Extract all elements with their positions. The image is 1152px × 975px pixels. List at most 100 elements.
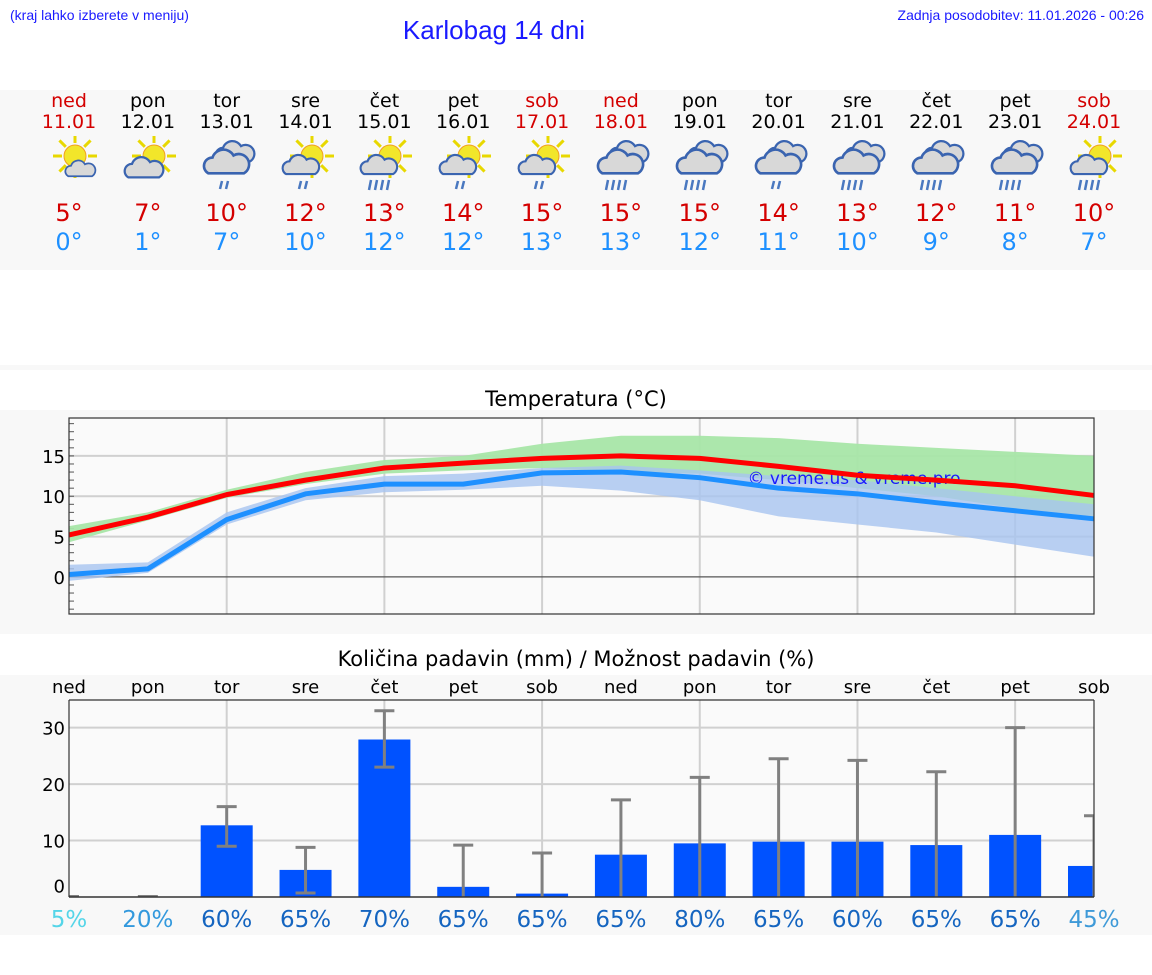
day-forecast: čet 15.01 13° 12° <box>344 90 424 270</box>
y-tick-label: 5 <box>54 528 65 549</box>
max-temp: 12° <box>284 199 327 227</box>
day-name: pon <box>129 90 166 112</box>
precip-bar <box>1068 865 1094 897</box>
day-date: 23.01 <box>987 111 1043 133</box>
precip-probability-label: 60% <box>832 907 883 933</box>
precip-probability-label: 65% <box>990 907 1041 933</box>
day-name: sob <box>1077 90 1111 112</box>
cloud-heavy-rain-icon <box>673 136 729 192</box>
day-forecast: tor 20.01 14° 11° <box>739 90 819 270</box>
precip-probability-label: 5% <box>51 907 88 933</box>
x-category-label: tor <box>766 677 792 698</box>
min-temp: 8° <box>1001 228 1029 256</box>
day-date: 16.01 <box>436 111 491 133</box>
x-category-label: ned <box>604 677 638 698</box>
y-tick-label: 0 <box>54 877 65 898</box>
x-category-label: pet <box>448 677 478 698</box>
max-temp: 15° <box>678 199 722 227</box>
day-name: pet <box>999 90 1031 112</box>
sun-cloud-heavy-rain-icon <box>357 134 413 192</box>
day-forecast: sre 14.01 12° 10° <box>266 90 346 270</box>
max-temp: 15° <box>599 199 643 227</box>
day-name: ned <box>603 90 639 112</box>
day-forecast: ned 18.01 15° 13° <box>581 90 661 270</box>
x-category-label: pet <box>1000 677 1030 698</box>
day-date: 12.01 <box>120 111 176 133</box>
min-temp: 9° <box>922 228 950 256</box>
x-category-label: ned <box>52 677 86 698</box>
min-temp: 13° <box>520 228 564 256</box>
last-updated: Zadnja posodobitev: 11.01.2026 - 00:26 <box>897 7 1144 23</box>
x-category-label: sre <box>292 677 319 698</box>
daily-forecast-strip: ned 11.01 5° 0° pon 12.01 7° 1° tor 13.01 … <box>0 90 1152 270</box>
max-temp: 5° <box>55 199 83 227</box>
day-forecast: sre 21.01 13° 10° <box>817 90 897 270</box>
bars <box>69 709 1094 897</box>
y-tick-label: 30 <box>42 719 65 740</box>
precip-probability-label: 60% <box>201 907 252 933</box>
max-temp: 14° <box>441 199 485 227</box>
x-category-label: tor <box>214 677 240 698</box>
x-category-label: sob <box>526 677 558 698</box>
min-temp: 13° <box>599 228 643 256</box>
x-category-label: čet <box>922 677 950 698</box>
day-date: 13.01 <box>199 111 254 133</box>
precip-probability-label: 65% <box>280 907 331 933</box>
min-temp: 7° <box>213 228 241 256</box>
max-temp: 7° <box>134 199 162 227</box>
min-temp-line <box>68 469 1095 577</box>
min-temp: 1° <box>134 228 162 256</box>
y-tick-label: 20 <box>42 775 65 796</box>
day-forecast: čet 22.01 12° 9° <box>896 90 976 270</box>
min-temp: 12° <box>363 228 406 256</box>
max-temp: 15° <box>520 199 564 227</box>
x-category-label: sob <box>1078 677 1110 698</box>
min-temp: 10° <box>836 228 879 256</box>
day-name: sre <box>291 90 321 112</box>
sun-cloud-icon <box>121 134 177 192</box>
day-forecast: ned 11.01 5° 0° <box>29 90 109 270</box>
min-temp: 10° <box>284 228 327 256</box>
cloud-heavy-rain-icon <box>830 136 886 192</box>
y-tick-label: 15 <box>42 447 65 468</box>
day-forecast: pon 19.01 15° 12° <box>660 90 740 270</box>
y-tick-label: 10 <box>42 832 65 853</box>
x-category-label: pon <box>683 677 717 698</box>
day-date: 14.01 <box>278 111 333 133</box>
max-temp: 10° <box>205 199 248 227</box>
day-name: sre <box>842 90 872 112</box>
day-name: sob <box>525 90 559 112</box>
precip-probability-label: 65% <box>595 907 646 933</box>
max-temp: 14° <box>757 199 800 227</box>
max-temp: 11° <box>993 199 1037 227</box>
precip-probability-label: 65% <box>753 907 804 933</box>
cloud-heavy-rain-icon <box>594 136 650 192</box>
day-name: tor <box>765 90 793 112</box>
day-date: 15.01 <box>357 111 412 133</box>
plot-frame <box>68 417 1095 615</box>
day-forecast: sob 24.01 10° 7° <box>1054 90 1134 270</box>
day-forecast: sob 17.01 15° 13° <box>502 90 582 270</box>
location-hint: (kraj lahko izberete v meniju) <box>10 7 189 23</box>
page-title: Karlobag 14 dni <box>402 15 586 45</box>
day-date: 21.01 <box>830 111 885 133</box>
day-date: 24.01 <box>1066 111 1122 133</box>
cloud-heavy-rain-icon <box>988 136 1044 192</box>
min-temp: 11° <box>757 228 800 256</box>
watermark: © vreme.us & vreme.pro <box>747 469 960 489</box>
min-temp: 7° <box>1080 228 1108 256</box>
divider <box>0 365 1152 370</box>
sun-cloud-rain-icon <box>279 134 335 192</box>
x-category-label: sre <box>844 677 871 698</box>
day-name: čet <box>369 90 400 112</box>
precip-probability-label: 45% <box>1068 907 1119 933</box>
y-tick-label: 10 <box>42 487 65 508</box>
day-name: pon <box>681 90 718 112</box>
day-forecast: tor 13.01 10° 7° <box>187 90 267 270</box>
day-forecast: pet 23.01 11° 8° <box>975 90 1055 270</box>
max-temp-range-band <box>69 435 1094 543</box>
min-temp: 12° <box>441 228 485 256</box>
max-temp: 13° <box>363 199 406 227</box>
